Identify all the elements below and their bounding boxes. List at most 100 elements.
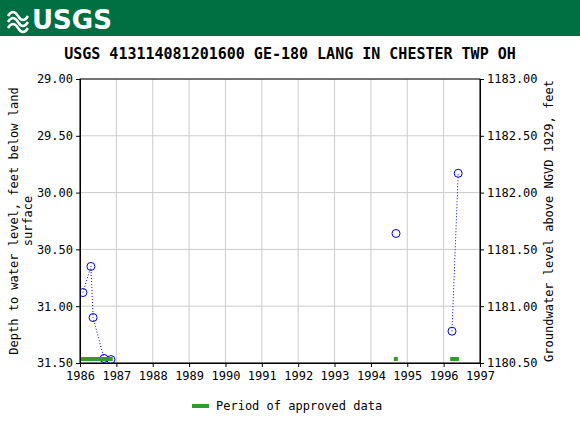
tick: 1987 bbox=[102, 363, 131, 383]
legend-swatch bbox=[192, 404, 209, 408]
tick-label: 31.00 bbox=[37, 300, 73, 314]
x-axis: 1986 1987 1988 1989 1990 1991 1992 1993 1994 1995… bbox=[66, 363, 495, 383]
approved-period-bar bbox=[81, 357, 113, 361]
logo-text: USGS bbox=[32, 5, 112, 35]
tick-mark bbox=[153, 363, 154, 367]
tick-mark bbox=[225, 363, 226, 367]
tick: 1181.50 bbox=[480, 243, 538, 257]
tick-mark bbox=[76, 193, 80, 194]
tick-label: 29.50 bbox=[37, 129, 73, 143]
tick: 31.50 bbox=[37, 356, 80, 370]
tick-label: 1991 bbox=[248, 369, 277, 383]
data-point bbox=[448, 327, 456, 335]
grid-line-x bbox=[370, 79, 371, 363]
data-point bbox=[87, 262, 95, 270]
tick-mark bbox=[480, 193, 484, 194]
tick-label: 1180.50 bbox=[487, 356, 538, 370]
tick-mark bbox=[76, 136, 80, 137]
grid-line-y bbox=[80, 249, 480, 250]
approved-period-bar bbox=[450, 357, 459, 361]
tick-label: 1994 bbox=[357, 369, 386, 383]
grid-line-y bbox=[80, 135, 480, 136]
grid-line-x bbox=[261, 79, 262, 363]
grid-line-x bbox=[443, 79, 444, 363]
tick-mark bbox=[76, 79, 80, 80]
grid-line-y bbox=[80, 192, 480, 193]
chart-svg: USGSUSGS 413114081201600 GE-180 LANG IN … bbox=[0, 0, 580, 430]
y2-axis-title: Groundwater level above NGVD 1929, feet bbox=[542, 80, 556, 362]
tick-label: 30.00 bbox=[37, 186, 73, 200]
tick-mark bbox=[189, 363, 190, 367]
tick: 1992 bbox=[284, 363, 313, 383]
tick-mark bbox=[298, 363, 299, 367]
axis-line bbox=[481, 80, 485, 364]
tick: 1180.50 bbox=[480, 356, 538, 370]
legend-label: Period of approved data bbox=[216, 399, 382, 413]
tick: 1995 bbox=[393, 363, 422, 383]
tick-mark bbox=[407, 363, 408, 367]
data-point bbox=[454, 169, 462, 177]
plot-frame bbox=[80, 79, 480, 363]
tick: 1182.50 bbox=[480, 129, 538, 143]
grid-line-x bbox=[407, 79, 408, 363]
axis-line bbox=[81, 364, 481, 368]
tick-label: 1181.50 bbox=[487, 243, 538, 257]
approved-period-bar bbox=[394, 357, 398, 361]
tick-mark bbox=[335, 363, 336, 367]
grid-line-x bbox=[298, 79, 299, 363]
plot-marks bbox=[80, 169, 462, 363]
tick-label: 1181.00 bbox=[487, 300, 538, 314]
tick-mark bbox=[480, 79, 484, 80]
tick-label: 1987 bbox=[102, 369, 131, 383]
tick-label: 1990 bbox=[212, 369, 241, 383]
tick: 1991 bbox=[248, 363, 277, 383]
tick-label: 1182.00 bbox=[487, 186, 538, 200]
tick-mark bbox=[480, 363, 484, 364]
tick: 1993 bbox=[321, 363, 350, 383]
y-axis-title: Depth to water level, feet below landsur… bbox=[7, 87, 35, 354]
tick-label: 1182.50 bbox=[487, 129, 538, 143]
tick: 1988 bbox=[139, 363, 168, 383]
header-band bbox=[0, 0, 580, 36]
data-point bbox=[392, 229, 400, 237]
chart-container: USGSUSGS 413114081201600 GE-180 LANG IN … bbox=[0, 0, 580, 430]
tick-label: 1995 bbox=[393, 369, 422, 383]
tick-label: 1997 bbox=[466, 369, 495, 383]
logo-wave bbox=[8, 12, 28, 32]
tick: 1990 bbox=[212, 363, 241, 383]
tick-label: 1996 bbox=[430, 369, 459, 383]
y2-axis: 1180.50 1181.00 1181.50 1182.00 1182.50 1183.… bbox=[480, 72, 538, 370]
tick: 31.00 bbox=[37, 300, 80, 314]
grid-line-x bbox=[225, 79, 226, 363]
tick: 1989 bbox=[175, 363, 204, 383]
y-axis-title-line: Depth to water level, feet below land bbox=[7, 87, 21, 354]
tick-label: 31.50 bbox=[37, 356, 73, 370]
data-point bbox=[89, 314, 97, 322]
y-axis-title-line: surface bbox=[21, 196, 35, 247]
grid bbox=[80, 79, 480, 363]
tick: 1183.00 bbox=[480, 72, 538, 86]
tick-label: 30.50 bbox=[37, 243, 73, 257]
tick-label: 1993 bbox=[321, 369, 350, 383]
tick: 1996 bbox=[430, 363, 459, 383]
tick: 1182.00 bbox=[480, 186, 538, 200]
data-point bbox=[80, 289, 87, 297]
tick-label: 1989 bbox=[175, 369, 204, 383]
tick-label: 1183.00 bbox=[487, 72, 538, 86]
tick: 29.00 bbox=[37, 72, 80, 86]
tick-mark bbox=[76, 306, 80, 307]
grid-line-y bbox=[80, 306, 480, 307]
legend: Period of approved data bbox=[192, 399, 382, 413]
tick: 1994 bbox=[357, 363, 386, 383]
tick: 29.50 bbox=[37, 129, 80, 143]
grid-line-x bbox=[116, 79, 117, 363]
grid-line-x bbox=[334, 79, 335, 363]
tick-label: 1986 bbox=[66, 369, 95, 383]
tick: 30.00 bbox=[37, 186, 80, 200]
tick-mark bbox=[480, 249, 484, 250]
tick-label: 29.00 bbox=[37, 72, 73, 86]
tick-mark bbox=[480, 306, 484, 307]
y-axis: 29.00 29.50 30.00 30.50 31.00 31.50 bbox=[37, 72, 81, 370]
tick-mark bbox=[76, 363, 80, 364]
grid-line-x bbox=[189, 79, 190, 363]
